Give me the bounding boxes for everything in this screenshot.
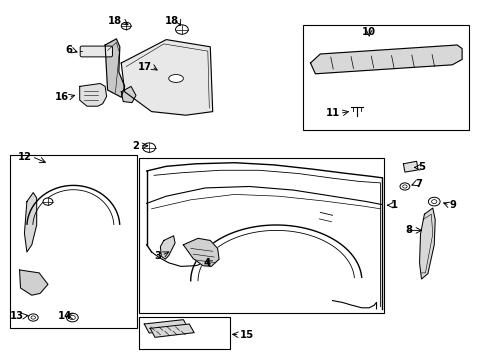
Circle shape <box>431 200 436 203</box>
Bar <box>10 155 137 328</box>
Bar <box>139 317 229 349</box>
Circle shape <box>43 198 53 205</box>
Polygon shape <box>121 86 136 103</box>
Polygon shape <box>419 208 434 279</box>
Polygon shape <box>403 161 417 172</box>
Text: 17: 17 <box>137 62 151 72</box>
Circle shape <box>399 183 409 190</box>
Text: 2: 2 <box>132 141 139 151</box>
Polygon shape <box>144 320 188 333</box>
Text: 6: 6 <box>65 45 72 55</box>
Text: 5: 5 <box>417 162 424 172</box>
Circle shape <box>28 314 38 321</box>
Polygon shape <box>150 324 194 337</box>
Text: 18: 18 <box>164 16 178 26</box>
Circle shape <box>175 25 188 34</box>
Text: 18: 18 <box>108 16 122 26</box>
Polygon shape <box>310 45 461 74</box>
Text: 4: 4 <box>203 258 210 268</box>
Text: 10: 10 <box>362 27 375 37</box>
Text: 15: 15 <box>239 330 253 340</box>
Text: 8: 8 <box>405 225 412 235</box>
Circle shape <box>121 22 131 30</box>
Text: 9: 9 <box>449 200 456 210</box>
Polygon shape <box>24 193 37 252</box>
Text: 13: 13 <box>9 311 23 321</box>
FancyBboxPatch shape <box>80 46 112 57</box>
Polygon shape <box>121 40 212 115</box>
Text: 16: 16 <box>54 92 68 102</box>
Circle shape <box>142 143 155 152</box>
Text: 3: 3 <box>154 251 161 261</box>
Circle shape <box>402 185 406 188</box>
Text: 14: 14 <box>58 311 72 321</box>
Polygon shape <box>160 236 175 259</box>
Polygon shape <box>183 238 219 266</box>
Bar <box>139 158 383 313</box>
Text: 12: 12 <box>18 152 32 162</box>
Polygon shape <box>80 84 106 106</box>
Text: 1: 1 <box>390 200 398 210</box>
Circle shape <box>427 197 439 206</box>
Polygon shape <box>20 270 48 295</box>
Text: 11: 11 <box>325 108 339 118</box>
Circle shape <box>69 315 75 320</box>
Bar <box>303 25 468 130</box>
Ellipse shape <box>168 75 183 82</box>
Circle shape <box>31 316 35 319</box>
Polygon shape <box>105 39 124 97</box>
Circle shape <box>66 313 78 322</box>
Text: 7: 7 <box>415 179 422 189</box>
